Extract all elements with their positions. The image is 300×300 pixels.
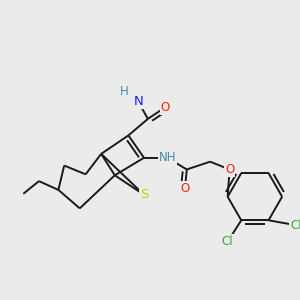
- Text: S: S: [140, 188, 148, 201]
- Text: NH: NH: [159, 151, 176, 164]
- Text: Cl: Cl: [222, 235, 233, 248]
- Text: Cl: Cl: [290, 219, 300, 232]
- Text: O: O: [161, 101, 170, 114]
- Text: N: N: [133, 95, 143, 108]
- Text: O: O: [225, 163, 234, 176]
- Text: H: H: [120, 85, 129, 98]
- Text: O: O: [180, 182, 190, 195]
